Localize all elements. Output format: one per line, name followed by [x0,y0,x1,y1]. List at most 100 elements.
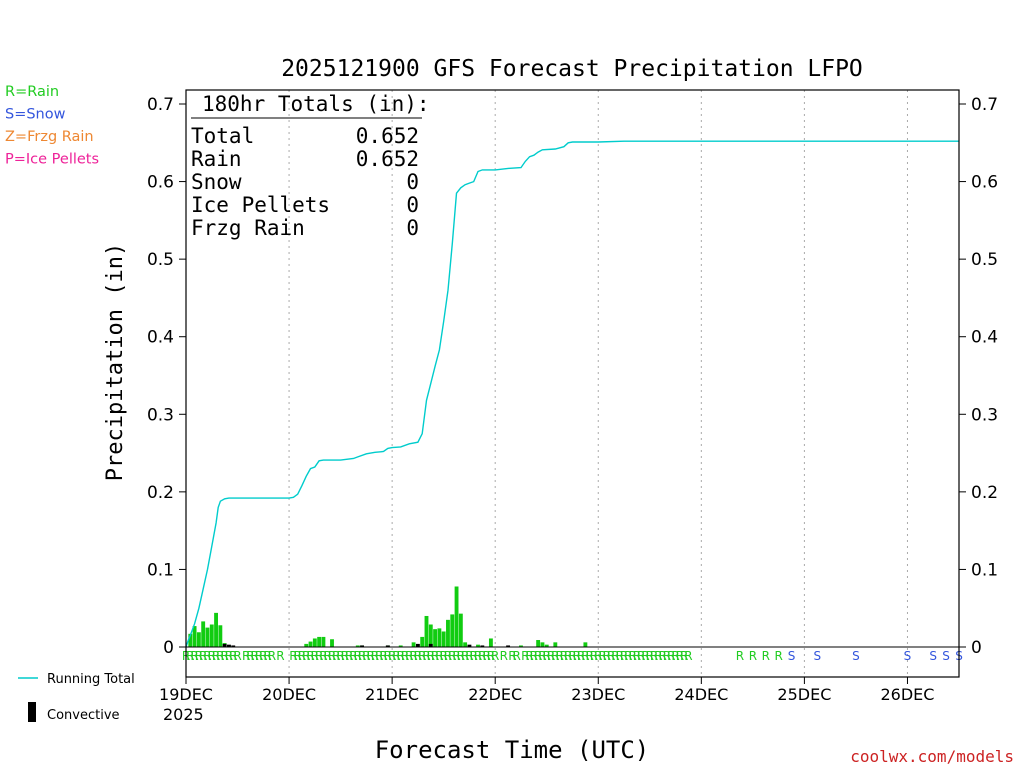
totals-value-1: 0.652 [356,147,419,171]
x-tick-label-3: 22DEC [468,685,522,704]
x-tick-label-2: 21DEC [365,685,419,704]
precip-bar-2 [196,632,201,647]
ptype-marker-22: R [293,649,301,663]
totals-label-4: Frzg Rain [191,216,305,240]
y-tick-label-left-1: 0.1 [147,560,174,580]
ptype-marker-83: R [568,649,576,663]
y-tick-label-left-3: 0.3 [147,405,174,425]
ptype-marker-104: R [659,649,667,663]
ptype-marker-82: R [564,649,572,663]
ptype-marker-116: S [813,649,821,663]
ptype-marker-23: R [298,649,306,663]
ptype-marker-50: R [414,649,422,663]
ptype-marker-80: R [555,649,563,663]
x-axis: 19DEC 20DEC 21DEC 22DEC 23DEC 24DEC 25DEC 26DEC [159,677,934,704]
ptype-marker-64: R [474,649,482,663]
credit-text: coolwx.com/models [850,747,1014,766]
precip-bar-34 [519,645,523,647]
ptype-marker-13: R [242,649,250,663]
ptype-marker-91: R [603,649,611,663]
ptype-marker-111: R [736,649,744,663]
ptype-marker-44: R [388,649,396,663]
ptype-marker-2: R [190,649,198,663]
ptype-marker-18: R [263,649,271,663]
ptype-marker-103: R [654,649,662,663]
ptype-marker-92: R [607,649,615,663]
ptype-marker-30: R [328,649,336,663]
ptype-marker-32: R [336,649,344,663]
convective-bar-5 [415,643,420,647]
x-tick-label-5: 24DEC [674,685,728,704]
y-tick-label-right-3: 0.3 [971,405,998,425]
ptype-marker-29: R [324,649,332,663]
ptype-marker-47: R [401,649,409,663]
ptype-marker-85: R [577,649,585,663]
precip-bar-21 [420,636,425,647]
ptype-marker-61: R [461,649,469,663]
ptype-marker-42: R [379,649,387,663]
ptype-marker-99: R [637,649,645,663]
ptype-marker-94: R [616,649,624,663]
ptype-marker-28: R [319,649,327,663]
precip-bar-37 [544,644,549,647]
precip-bar-19 [398,645,403,647]
convective-legend: Convective [28,702,120,723]
ptype-marker-88: R [590,649,598,663]
ptype-marker-81: R [560,649,568,663]
ptype-marker-97: R [628,649,636,663]
ptype-marker-70: R [508,649,516,663]
ptype-marker-109: R [680,649,688,663]
ptype-marker-79: R [551,649,559,663]
precip-bar-6 [214,612,218,647]
convective-bar-4 [385,645,390,647]
ptype-marker-107: R [671,649,679,663]
vertical-grid-lines [288,90,908,677]
y-tick-label-right-2: 0.2 [971,483,998,503]
y-tick-label-right-6: 0.6 [971,173,998,193]
ptype-marker-100: R [641,649,649,663]
precip-bar-27 [446,619,450,647]
ptype-marker-45: R [392,649,400,663]
totals-header: 180hr Totals (in): [202,92,430,116]
precip-bar-4 [205,627,210,647]
precip-bar-30 [458,613,463,647]
convective-bar-6 [428,643,433,647]
ptype-marker-12: R [233,649,241,663]
precip-bar-20 [411,642,416,647]
totals-box: 180hr Totals (in): Total 0.652 Rain 0.652 Sno… [191,92,430,240]
precip-bar-32 [476,644,480,647]
ptype-marker-115: S [788,649,796,663]
ptype-marker-26: R [311,649,319,663]
totals-value-2: 0 [406,170,419,194]
convective-bar-1 [227,644,231,647]
ptype-marker-41: R [375,649,383,663]
ptype-marker-60: R [457,649,465,663]
precip-bar-28 [450,614,455,647]
legend-type-3: P=Ice Pellets [5,152,99,168]
ptype-marker-86: R [581,649,589,663]
precip-bar-16 [355,645,360,647]
ptype-marker-119: S [929,649,937,663]
precip-bar-24 [433,629,438,647]
ptype-marker-78: R [547,649,555,663]
ptype-marker-5: R [203,649,211,663]
ptype-marker-98: R [633,649,641,663]
ptype-marker-112: R [749,649,757,663]
precip-bar-26 [441,631,446,647]
ptype-marker-59: R [452,649,460,663]
ptype-marker-35: R [349,649,357,663]
convective-bar-2 [231,645,236,647]
convective-legend-label: Convective [47,708,120,723]
ptype-marker-95: R [620,649,628,663]
ptype-marker-49: R [409,649,417,663]
running-total-legend: Running Total [18,672,135,687]
totals-value-3: 0 [406,193,419,217]
legend-type-0: R=Rain [5,84,59,100]
ptype-marker-105: R [663,649,671,663]
year-label: 2025 [163,705,204,724]
y-tick-label-right-7: 0.7 [971,95,998,115]
ptype-marker-15: R [251,649,259,663]
precip-type-legend: R=Rain S=Snow Z=Frzg Rain P=Ice Pellets [5,84,99,168]
